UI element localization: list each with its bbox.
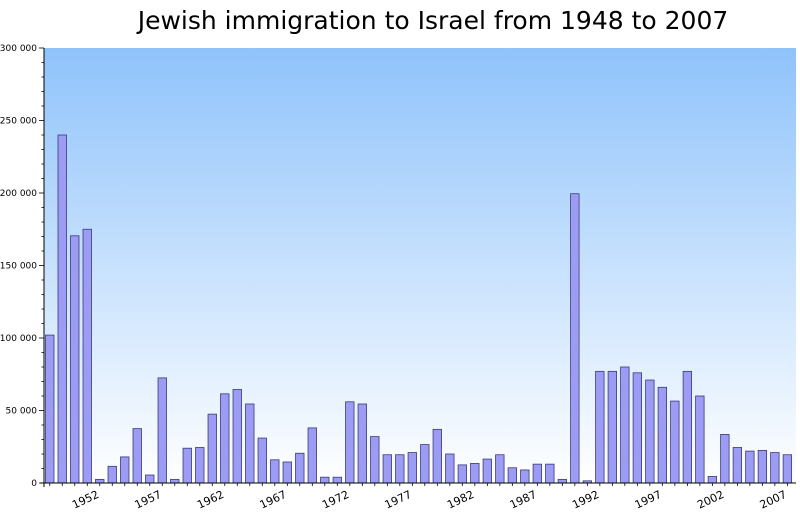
- bar-1987: [532, 463, 542, 484]
- y-tick-label: 100 000: [0, 334, 37, 344]
- x-tick-label: 1987: [508, 488, 539, 512]
- bar-2007: [782, 454, 793, 484]
- bar-1949: [57, 134, 67, 484]
- bar-1979: [432, 428, 442, 484]
- bar-1996: [645, 379, 655, 484]
- chart-title: Jewish immigration to Israel from 1948 t…: [137, 6, 729, 35]
- bar-2004: [745, 450, 755, 484]
- y-tick-label: 250 000: [0, 117, 37, 127]
- bar-1990: [570, 193, 580, 484]
- bar-1974: [370, 436, 380, 484]
- bar-1982: [470, 463, 480, 484]
- bar-1952: [95, 478, 105, 484]
- bar-1970: [320, 476, 330, 484]
- bar-1986: [520, 469, 530, 484]
- x-tick-label: 1962: [195, 488, 226, 512]
- x-tick-label: 1972: [320, 488, 351, 512]
- x-tick-label: 1977: [383, 488, 414, 512]
- bar-2001: [707, 476, 718, 484]
- bar-1983: [482, 458, 492, 484]
- bar-1957: [157, 377, 167, 484]
- bar-1953: [107, 465, 117, 484]
- bar-1997: [657, 386, 667, 484]
- x-tick-label: 1992: [570, 488, 601, 512]
- bar-1964: [245, 403, 255, 484]
- bar-1966: [270, 459, 280, 484]
- bar-1948: [45, 334, 55, 484]
- bar-1971: [332, 476, 342, 484]
- bar-1999: [682, 370, 693, 484]
- bar-1962: [220, 393, 230, 484]
- bar-1961: [207, 413, 217, 484]
- bar-1994: [620, 366, 630, 484]
- bar-1968: [295, 452, 305, 484]
- bar-1975: [382, 454, 392, 484]
- bar-1965: [257, 437, 267, 484]
- bar-1998: [670, 400, 680, 484]
- x-tick-label: 1997: [633, 488, 664, 512]
- x-tick-label: 1982: [445, 488, 476, 512]
- bar-1985: [507, 467, 517, 484]
- bar-1973: [357, 403, 367, 484]
- bar-2003: [732, 447, 743, 484]
- bar-1955: [132, 428, 142, 484]
- bar-1969: [307, 427, 317, 484]
- bar-1950: [70, 235, 80, 484]
- x-tick-label: 1967: [258, 488, 289, 512]
- y-tick-label: 0: [31, 479, 37, 489]
- bar-1963: [232, 389, 242, 484]
- bar-1977: [407, 452, 417, 484]
- bar-1967: [282, 461, 292, 484]
- bar-1960: [195, 447, 205, 484]
- bar-1976: [395, 454, 405, 484]
- y-tick-label: 50 000: [6, 407, 38, 417]
- bar-1995: [632, 372, 642, 484]
- bar-2002: [720, 434, 730, 484]
- bar-1978: [420, 444, 430, 484]
- bar-2005: [757, 449, 768, 484]
- bar-1954: [120, 456, 130, 484]
- bar-1972: [345, 401, 355, 484]
- bar-1993: [607, 370, 617, 484]
- bar-1951: [82, 228, 92, 484]
- x-tick-label: 2002: [695, 488, 726, 512]
- bar-1988: [545, 463, 555, 484]
- bar-1980: [445, 453, 455, 484]
- bar-1989: [557, 478, 567, 484]
- x-tick-label: 1952: [70, 488, 101, 512]
- x-tick-label: 2007: [758, 488, 789, 512]
- bar-2000: [695, 395, 705, 484]
- bar-2006: [770, 452, 780, 484]
- bar-1992: [595, 370, 605, 484]
- bar-1958: [170, 478, 180, 484]
- y-tick-label: 200 000: [0, 189, 37, 199]
- bar-1959: [182, 447, 192, 484]
- y-tick-label: 150 000: [0, 262, 37, 272]
- x-tick-label: 1957: [133, 488, 164, 512]
- y-tick-label: 300 000: [0, 44, 37, 54]
- bar-1956: [145, 474, 155, 484]
- bar-1984: [495, 454, 505, 484]
- bar-1981: [457, 464, 467, 484]
